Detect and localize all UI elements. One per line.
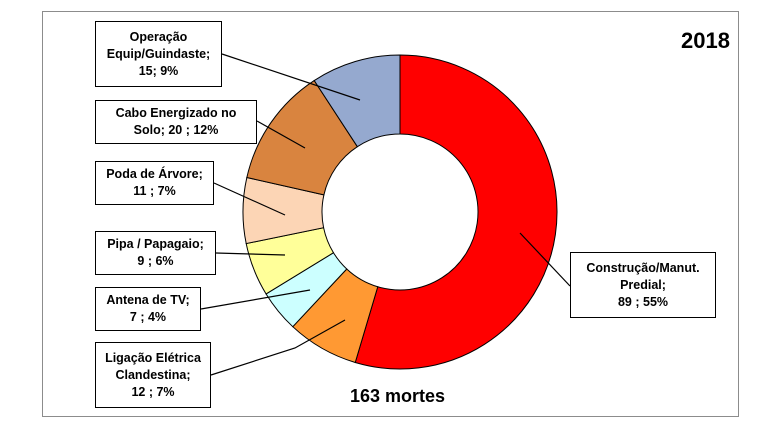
label-line: Poda de Árvore; — [106, 167, 203, 181]
slice-label-operacao-equip: Operação Equip/Guindaste; 15; 9% — [95, 21, 222, 87]
label-line: 89 ; 55% — [617, 294, 669, 309]
leader-line-poda-arvore — [213, 182, 286, 216]
leader-line-antena-tv — [200, 289, 311, 310]
slice-label-pipa: Pipa / Papagaio; 9 ; 6% — [95, 231, 216, 275]
leader-line-ligacao-eletrica — [210, 319, 346, 376]
label-line: Solo; 20 ; 12% — [133, 123, 219, 137]
total-deaths-label: 163 mortes — [350, 386, 446, 406]
label-line: Ligação Elétrica — [105, 350, 201, 365]
label-line: 7 ; 4% — [129, 310, 167, 324]
slice-label-ligacao-eletrica: Ligação Elétrica Clandestina; 12 ; 7% — [95, 342, 211, 408]
label-line: Predial; — [620, 277, 666, 292]
leader-line-construcao — [519, 232, 571, 287]
label-line: 9 ; 6% — [137, 254, 174, 268]
label-line: 15; 9% — [138, 63, 179, 78]
label-line: Operação — [129, 29, 188, 44]
donut-slice-construcao — [354, 54, 558, 370]
donut-slice-operacao-equip — [313, 54, 401, 148]
slice-label-antena-tv: Antena de TV; 7 ; 4% — [95, 287, 201, 331]
leader-line-cabo-energizado — [256, 120, 306, 149]
label-line: Clandestina; — [115, 367, 191, 382]
label-line: Cabo Energizado no — [115, 106, 237, 120]
label-line: Construção/Manut. — [586, 260, 700, 275]
chart-title: 2018 — [681, 28, 730, 53]
leader-line-operacao-equip — [221, 53, 361, 101]
label-line: Pipa / Papagaio; — [107, 237, 204, 251]
label-line: 11 ; 7% — [133, 184, 176, 198]
label-line: Equip/Guindaste; — [106, 46, 211, 61]
leader-line-pipa — [215, 252, 286, 256]
slice-label-construcao: Construção/Manut. Predial; 89 ; 55% — [570, 252, 716, 318]
label-line: Antena de TV; — [106, 293, 190, 307]
slice-label-cabo-energizado: Cabo Energizado no Solo; 20 ; 12% — [95, 100, 257, 144]
slice-label-poda-arvore: Poda de Árvore; 11 ; 7% — [95, 161, 214, 205]
label-line: 12 ; 7% — [131, 384, 175, 399]
